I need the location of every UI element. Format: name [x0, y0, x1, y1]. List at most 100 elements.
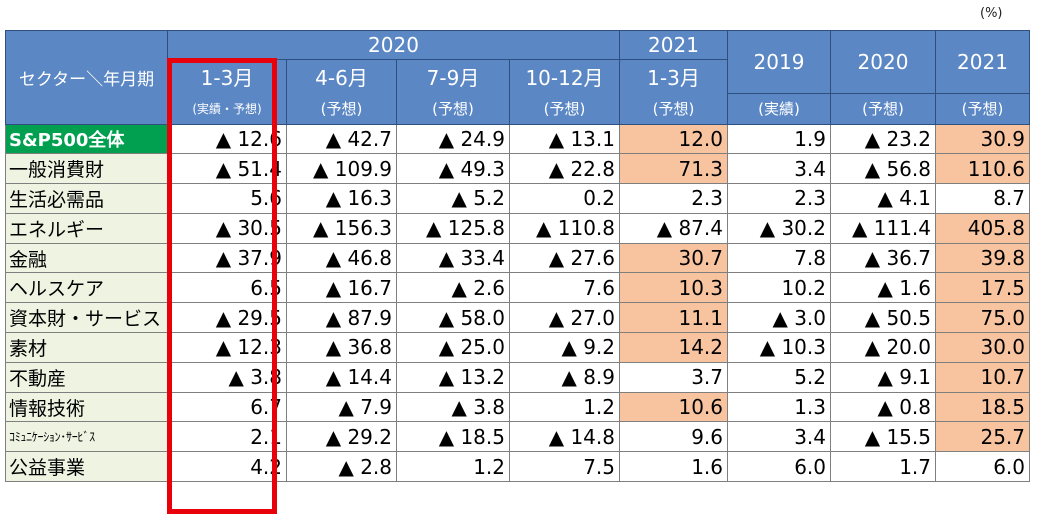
quarter-subheader: (予想) [286, 93, 397, 125]
value-cell: 0.2 [509, 183, 620, 214]
value-cell: 25.7 [935, 421, 1030, 453]
value-cell: ▲ 27.0 [509, 302, 620, 334]
value-cell: 8.7 [935, 183, 1030, 214]
value-cell: 2.3 [727, 183, 831, 214]
value-cell: ▲ 3.0 [727, 302, 831, 334]
value-cell: ▲ 110.8 [509, 212, 620, 244]
value-cell: ▲ 14.8 [509, 421, 620, 453]
value-cell: 2.3 [619, 183, 728, 214]
value-cell: 30.0 [935, 332, 1030, 363]
value-cell: ▲ 56.8 [830, 153, 936, 185]
sector-name: 情報技術 [5, 391, 168, 423]
annual-subheader: (予想) [935, 93, 1030, 125]
value-cell: ▲ 156.3 [286, 212, 397, 244]
value-cell: 1.3 [727, 391, 831, 423]
value-cell: ▲ 3.8 [167, 361, 287, 393]
sector-row: エネルギー ▲ 30.5 ▲ 156.3 ▲ 125.8 ▲ 110.8 ▲ 87.4 ▲ … [5, 212, 1030, 244]
quarter-header: 1-3月 [619, 59, 728, 93]
value-cell: ▲ 36.7 [830, 242, 936, 274]
value-cell: ▲ 49.3 [396, 153, 510, 185]
quarter-subheader: (予想) [396, 93, 510, 125]
value-cell: ▲ 9.1 [830, 361, 936, 393]
value-cell: ▲ 109.9 [286, 153, 397, 185]
value-cell: ▲ 125.8 [396, 212, 510, 244]
value-cell: 7.5 [509, 451, 620, 483]
value-cell: ▲ 13.2 [396, 361, 510, 393]
value-cell: 14.2 [619, 332, 728, 363]
sector-name: 生活必需品 [5, 183, 168, 214]
annual-subheader: (予想) [830, 93, 936, 125]
value-cell: 405.8 [935, 212, 1030, 244]
quarter-header: 4-6月 [286, 59, 397, 93]
value-cell: 9.6 [619, 421, 728, 453]
value-cell: 3.4 [727, 421, 831, 453]
quarter-header: 1-3月 [167, 59, 287, 93]
value-cell: ▲ 9.2 [509, 332, 620, 363]
value-cell: 6.7 [167, 391, 287, 423]
sector-row: 素材 ▲ 12.3 ▲ 36.8 ▲ 25.0 ▲ 9.2 14.2 ▲ 10.3 ▲ 20.… [5, 332, 1030, 363]
value-cell: 1.2 [396, 451, 510, 483]
value-cell: ▲ 5.2 [396, 183, 510, 214]
value-cell: 6.5 [167, 272, 287, 304]
sector-earnings-table: セクター＼年月期 2020 2021 2019 2020 2021 1-3月 4… [5, 30, 1030, 483]
value-cell: ▲ 12.3 [167, 332, 287, 363]
quarter-subheader: (予想) [509, 93, 620, 125]
value-cell: ▲ 37.9 [167, 242, 287, 274]
value-cell: 30.7 [619, 242, 728, 274]
value-cell: 7.8 [727, 242, 831, 274]
sector-name: ｺﾐｭﾆｹｰｼｮﾝ･ｻｰﾋﾞｽ [5, 421, 168, 453]
value-cell: 75.0 [935, 302, 1030, 334]
quarter-header: 7-9月 [396, 59, 510, 93]
table-body: S&P500全体 ▲ 12.6 ▲ 42.7 ▲ 24.9 ▲ 13.1 12.0 1.9 ▲… [5, 123, 1030, 483]
sector-row: 公益事業 4.2 ▲ 2.8 1.2 7.5 1.6 6.0 1.7 6.0 [5, 451, 1030, 483]
value-cell: ▲ 20.0 [830, 332, 936, 363]
corner-header: セクター＼年月期 [5, 30, 168, 125]
value-cell: ▲ 16.7 [286, 272, 397, 304]
value-cell: ▲ 8.9 [509, 361, 620, 393]
sector-row: 金融 ▲ 37.9 ▲ 46.8 ▲ 33.4 ▲ 27.6 30.7 7.8 ▲ 36.7 3… [5, 242, 1030, 274]
value-cell: ▲ 27.6 [509, 242, 620, 274]
sector-name: 素材 [5, 332, 168, 363]
value-cell: ▲ 58.0 [396, 302, 510, 334]
value-cell: 10.3 [619, 272, 728, 304]
sector-row: 情報技術 6.7 ▲ 7.9 ▲ 3.8 1.2 10.6 1.3 ▲ 0.8 18.5 [5, 391, 1030, 423]
value-cell: ▲ 23.2 [830, 123, 936, 155]
value-cell: 110.6 [935, 153, 1030, 185]
value-cell: ▲ 7.9 [286, 391, 397, 423]
value-cell: 3.4 [727, 153, 831, 185]
sector-name: 不動産 [5, 361, 168, 393]
value-cell: 2.1 [167, 421, 287, 453]
sector-row: ヘルスケア 6.5 ▲ 16.7 ▲ 2.6 7.6 10.3 10.2 ▲ 1.6 17.5 [5, 272, 1030, 304]
annual-year-header: 2019 [727, 30, 831, 94]
value-cell: ▲ 111.4 [830, 212, 936, 244]
value-cell: ▲ 22.8 [509, 153, 620, 185]
unit-label: (%) [980, 6, 1003, 21]
value-cell: ▲ 18.5 [396, 421, 510, 453]
value-cell: ▲ 36.8 [286, 332, 397, 363]
value-cell: 30.9 [935, 123, 1030, 155]
value-cell: ▲ 30.2 [727, 212, 831, 244]
sector-row: 資本財・サービス ▲ 29.5 ▲ 87.9 ▲ 58.0 ▲ 27.0 11.1 ▲ 3.… [5, 302, 1030, 334]
sector-name: ヘルスケア [5, 272, 168, 304]
value-cell: 1.9 [727, 123, 831, 155]
value-cell: ▲ 3.8 [396, 391, 510, 423]
sector-row: 一般消費財 ▲ 51.4 ▲ 109.9 ▲ 49.3 ▲ 22.8 71.3 3.4 ▲ 5… [5, 153, 1030, 185]
value-cell: 6.0 [727, 451, 831, 483]
sector-row: ｺﾐｭﾆｹｰｼｮﾝ･ｻｰﾋﾞｽ 2.1 ▲ 29.2 ▲ 18.5 ▲ 14.8 9.6 3… [5, 421, 1030, 453]
value-cell: ▲ 25.0 [396, 332, 510, 363]
value-cell: 10.2 [727, 272, 831, 304]
value-cell: 5.2 [727, 361, 831, 393]
value-cell: 10.6 [619, 391, 728, 423]
quarter-header: 10-12月 [509, 59, 620, 93]
sector-name: エネルギー [5, 212, 168, 244]
value-cell: ▲ 2.6 [396, 272, 510, 304]
year-group-2020: 2020 [167, 30, 620, 60]
value-cell: 1.6 [619, 451, 728, 483]
value-cell: ▲ 46.8 [286, 242, 397, 274]
value-cell: ▲ 30.5 [167, 212, 287, 244]
value-cell: 71.3 [619, 153, 728, 185]
value-cell: 3.7 [619, 361, 728, 393]
value-cell: 1.7 [830, 451, 936, 483]
annual-subheader: (実績) [727, 93, 831, 125]
value-cell: ▲ 24.9 [396, 123, 510, 155]
